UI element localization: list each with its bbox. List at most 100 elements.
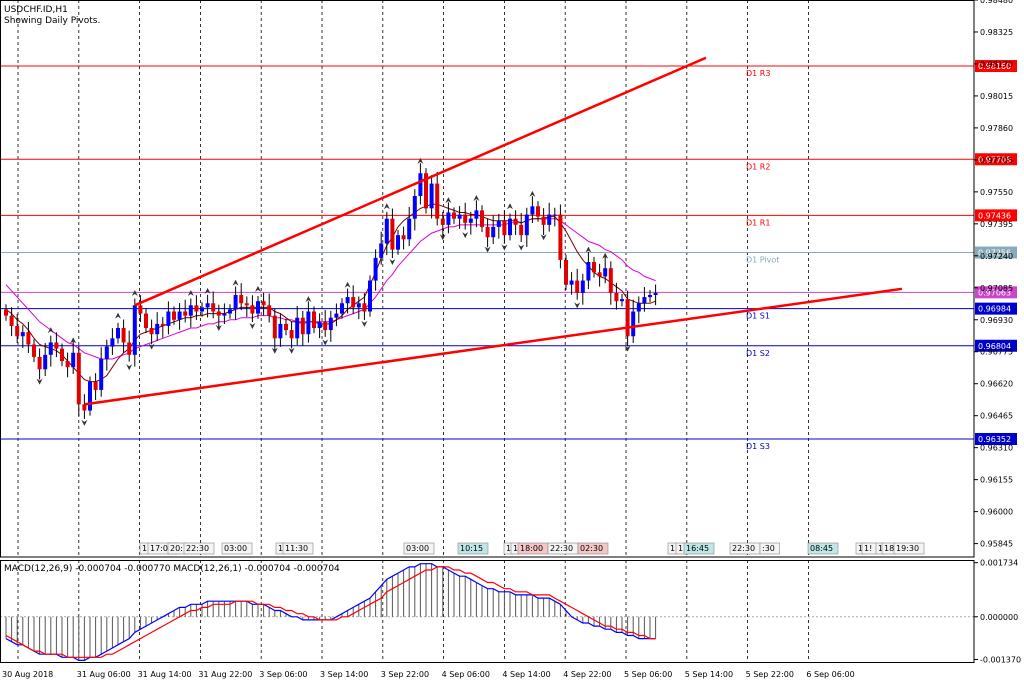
fractal-up [204,287,211,294]
session-marker-label: 17:00 [150,544,173,553]
time-tick-label: 31 Aug 14:00 [138,670,192,679]
fractal-up [70,337,77,344]
candle-bear [323,321,328,331]
candle-bear [564,259,568,285]
candle-bear [401,235,406,240]
candle-bull [653,292,658,296]
fractal-down [462,232,469,239]
fractal-up [383,203,390,210]
candle-bear [390,218,395,250]
price-tick-label: 0.97395 [980,220,1013,229]
session-marker-box [683,542,715,555]
candle-bull [88,381,92,411]
price-tick-label: 0.96620 [980,380,1013,389]
candle-bear [261,301,266,306]
candle-bull [580,280,585,293]
pivot-value: 0.97063 [978,288,1011,297]
chart-title: USDCHF.ID,H1 [4,5,68,15]
price-tick-label: 0.97550 [980,188,1013,197]
session-marker-label: 16:45 [686,544,709,553]
chart-subtitle: Showing Daily Pivots. [4,16,100,26]
candle-bull [345,297,350,304]
time-tick-label: 4 Sep 06:00 [442,670,490,679]
price-tick-label: 0.97240 [980,252,1013,261]
pivot-value: 0.96352 [978,435,1011,444]
pivot-value-box [975,286,1017,299]
session-marker-label: 18 [884,544,894,553]
fractal-down [484,246,491,253]
pivot-value: 0.97256 [978,249,1011,258]
candle-bear [37,356,42,370]
candle-bull [474,210,479,219]
candle-bear [216,311,221,316]
session-marker-label: 22:30 [186,544,209,553]
candle-bear [4,309,8,316]
time-tick-label: 6 Sep 06:00 [806,670,854,679]
candle-bear [32,344,36,357]
candlesticks [4,163,658,419]
fractal-down [501,244,508,251]
fractal-down [389,258,396,265]
candle-bear [519,224,524,236]
time-tick-label: 5 Sep 14:00 [685,670,733,679]
candle-bear [127,342,132,355]
candle-bear [592,261,596,273]
candle-bull [524,214,529,236]
candle-bull [368,280,372,312]
macd-panel [0,563,974,662]
candle-bull [642,297,647,304]
price-tick-label: 0.95845 [980,540,1013,549]
candle-bear [424,173,428,209]
pivot-value-box [975,302,1017,315]
price-tick-label: 0.98015 [980,92,1013,101]
fractal-down [518,244,525,251]
candle-bear [513,218,518,225]
session-marker-label: 1! [864,544,872,553]
candle-bear [244,303,249,306]
candle-bull [569,280,574,285]
candle-bull [396,235,400,250]
pivot-value: 0.97708 [978,155,1011,164]
candle-bear [300,317,305,335]
fractal-up [445,197,452,204]
pivot-value: 0.96984 [978,305,1011,314]
candle-bull [636,303,641,312]
pivot-name: D1 S1 [746,312,770,321]
candle-bear [452,212,456,219]
session-marker-label: 22:30 [732,544,755,553]
candle-bear [480,210,484,227]
candle-bull [530,206,535,215]
fractal-up [507,203,513,210]
fractal-down [574,302,581,309]
macd-label: MACD(12,26,9) -0.000704 -0.000770 MACD(1… [4,564,340,574]
candle-bull [177,311,182,320]
session-marker-label: 11:30 [285,544,308,553]
macd-tick-label: 0.001734 [980,559,1018,568]
candle-bear [172,311,176,320]
time-tick-label: 4 Sep 22:00 [563,670,611,679]
pivot-name: D1 R3 [746,69,770,78]
candle-bull [648,295,652,298]
trendline [84,287,903,406]
candle-bull [278,323,283,339]
candle-bull [508,218,512,236]
candle-bear [250,305,255,314]
price-tick-label: 0.97085 [980,284,1013,293]
candle-bull [48,342,53,355]
candle-bull [166,311,171,326]
fractal-up [187,289,194,296]
candle-bear [272,315,277,339]
candle-bull [620,299,624,302]
candle-bull [586,261,591,281]
fractal-down [81,419,88,426]
candle-bull [373,257,378,281]
time-tick-label: 5 Sep 22:00 [746,670,794,679]
session-marker-box [759,542,780,555]
candle-bull [446,212,451,225]
price-tick-label: 0.96155 [980,476,1013,485]
session-marker-label: 1 [858,544,863,553]
candle-bear [60,348,64,362]
